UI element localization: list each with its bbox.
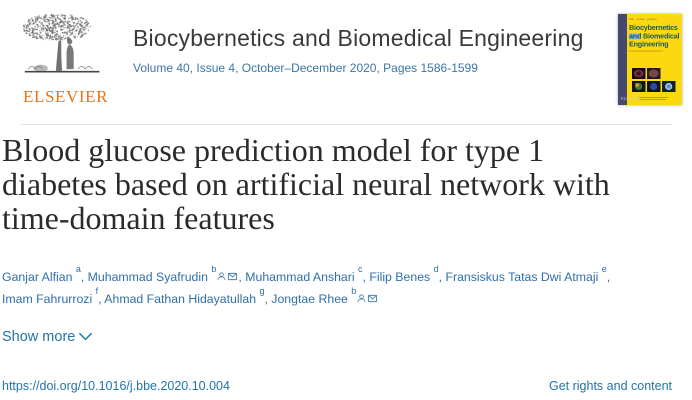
svg-text:Engineering: Engineering: [629, 39, 668, 48]
svg-text:ELSEVIER: ELSEVIER: [621, 96, 641, 101]
svg-text:VoL · 1ssue · pAGes: VoL · 1ssue · pAGes: [629, 17, 657, 21]
